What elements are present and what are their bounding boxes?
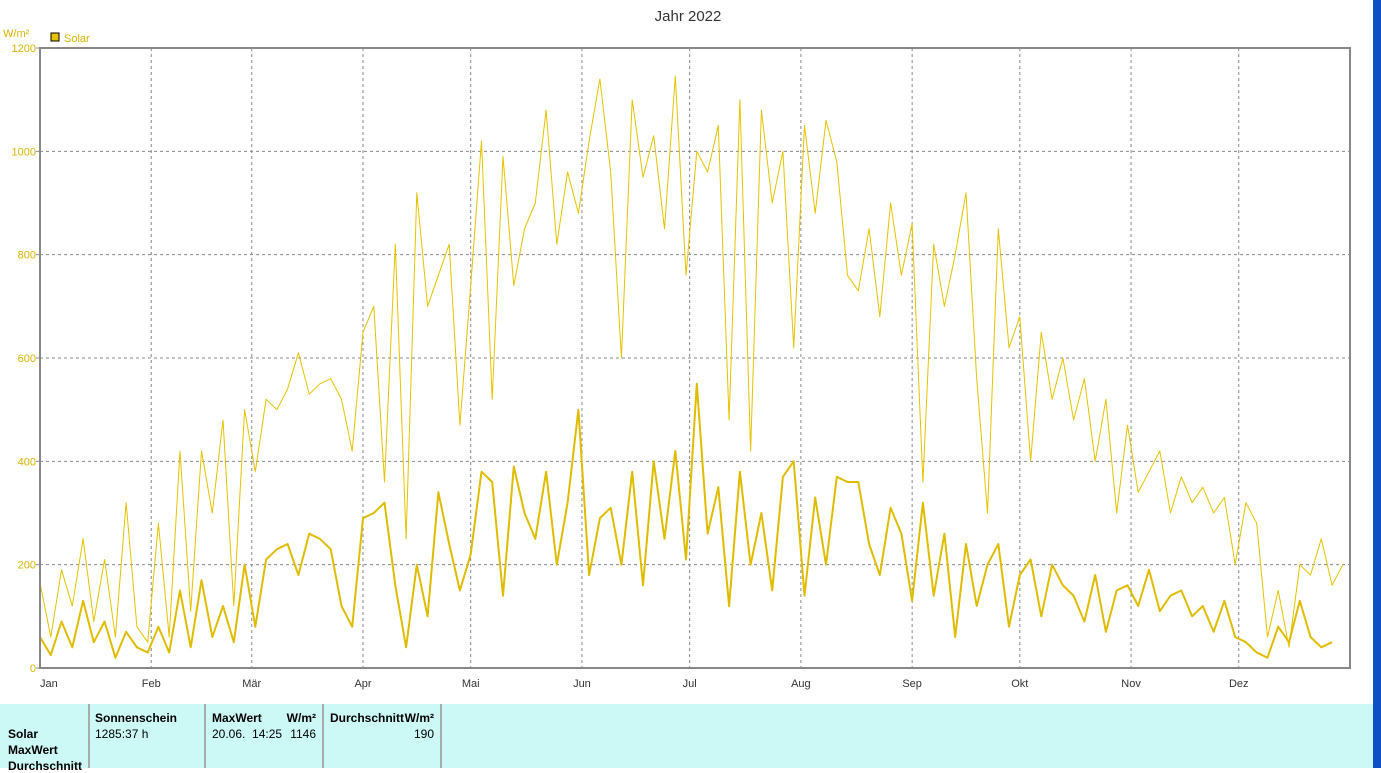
legend-swatch-solar [50,32,60,42]
y-tick-label: 200 [18,560,36,572]
x-tick-label: Dez [1229,678,1249,690]
x-tick-label: Jul [683,678,697,690]
legend-label-solar: Solar [64,33,90,45]
row-label-durchschnitt: Durchschnitt [8,759,83,773]
x-tick-label: Nov [1121,678,1141,690]
y-tick-label: 600 [18,353,36,365]
x-tick-label: Jun [573,678,591,690]
y-tick-label: 800 [18,250,36,262]
plot-frame [39,47,1351,669]
summary-table: Solar MaxWert Durchschnitt Sonnenschein … [0,704,1373,773]
series-line-solar-avg [39,382,1333,659]
x-tick-label: Sep [902,678,922,690]
avg-unit: W/m² [404,711,434,725]
x-tick-label: Mär [242,678,261,690]
maxwert-unit: W/m² [286,711,316,725]
y-tick-label: 1000 [12,146,36,158]
row-label-solar: Solar [8,727,39,741]
y-tick-label: 400 [18,456,36,468]
avg-header: Durchschnitt [330,711,405,725]
row-label-maxwert: MaxWert [8,743,58,757]
maxwert-date: 20.06. 14:25 [212,727,283,741]
series-line-solar-max [39,75,1344,648]
y-axis-unit: W/m² [3,28,30,40]
y-tick-label: 1200 [12,43,36,55]
maxwert-header: MaxWert [212,711,262,725]
x-tick-label: Mai [462,678,480,690]
x-tick-label: Jan [40,678,58,690]
x-tick-label: Apr [354,678,371,690]
x-tick-label: Feb [142,678,161,690]
y-tick-label: 0 [30,663,36,675]
sonnenschein-header: Sonnenschein [95,711,178,725]
avg-value: 190 [413,727,434,741]
maxwert-value: 1146 [290,727,316,741]
sonnenschein-value: 1285:37 h [95,727,149,741]
x-tick-label: Aug [791,678,811,690]
desktop-edge [1373,0,1381,768]
x-tick-label: Okt [1011,678,1028,690]
solar-year-chart: Jahr 2022 W/m² Solar 0 200 400 600 800 1000 12… [3,8,1351,690]
chart-title: Jahr 2022 [655,8,722,25]
